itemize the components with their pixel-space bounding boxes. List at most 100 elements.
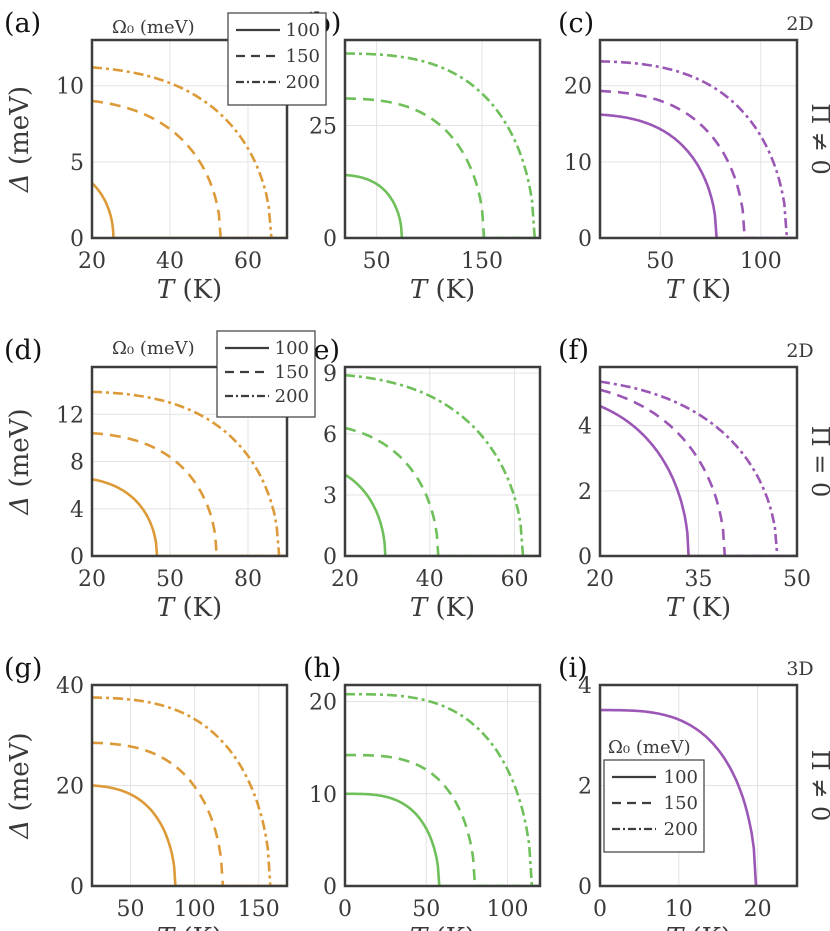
- y-axis-label: Δ (meV): [5, 408, 35, 515]
- x-axis-label: T (K): [410, 923, 475, 931]
- legend-label-200: 200: [275, 386, 309, 407]
- panel-d: 20 50 80 0 4 8 12 T (K) Δ (meV) (d): [4, 335, 289, 623]
- x-tick-label: 150: [461, 249, 503, 274]
- series-line-100: [345, 173, 540, 238]
- series-line-150: [345, 753, 540, 886]
- series-line-100: [600, 113, 797, 238]
- legend-label-100: 100: [286, 20, 320, 41]
- axes-frame: [598, 365, 799, 558]
- legend-box: [603, 759, 705, 853]
- series-line-200: [600, 380, 797, 556]
- x-tick-label: 100: [740, 249, 782, 274]
- series-line-150: [600, 388, 797, 556]
- panel-label: (c): [558, 8, 594, 39]
- legend-a: Ω₀ (meV) 100 150 200: [112, 12, 327, 106]
- y-tick-label: 0: [578, 545, 592, 570]
- row-label: 2D: [786, 340, 813, 362]
- series-line-100: [92, 784, 287, 886]
- legend-i: Ω₀ (meV) 100 150 200: [603, 737, 705, 853]
- row-label: 3D: [786, 658, 813, 680]
- right-label: Π = 0: [806, 426, 830, 498]
- panel-label: (i): [558, 653, 588, 684]
- axes-frame: [343, 38, 542, 240]
- x-axis-label: T (K): [410, 275, 475, 305]
- y-tick-label: 0: [70, 227, 84, 252]
- right-label: Π ≠ 0: [806, 103, 830, 175]
- legend-label-100: 100: [664, 767, 698, 788]
- panel-label: (h): [303, 653, 341, 684]
- x-tick-label: 100: [174, 897, 216, 922]
- y-tick-label: 0: [70, 545, 84, 570]
- y-tick-label: 0: [578, 875, 592, 900]
- y-tick-label: 20: [56, 775, 84, 800]
- y-tick-label: 20: [564, 75, 592, 100]
- series-line-100: [92, 477, 287, 556]
- legend-label-150: 150: [664, 793, 698, 814]
- x-tick-label: 60: [234, 249, 262, 274]
- panel-label: (a): [4, 8, 41, 39]
- x-axis-label: T (K): [157, 923, 222, 931]
- series-line-150: [600, 89, 797, 238]
- x-tick-label: 20: [331, 567, 359, 592]
- x-tick-label: 50: [116, 897, 144, 922]
- x-tick-label: 50: [412, 897, 440, 922]
- panel-f: 20 35 50 0 2 4 T (K) (f): [558, 335, 811, 623]
- x-tick-label: 20: [744, 897, 772, 922]
- x-tick-label: 10: [665, 897, 693, 922]
- y-tick-label: 20: [309, 691, 337, 716]
- x-tick-label: 50: [363, 249, 391, 274]
- panel-g: 50 100 150 0 20 40 T (K) Δ (meV) (g): [4, 653, 289, 931]
- y-tick-label: 5: [70, 151, 84, 176]
- legend-label-200: 200: [286, 72, 320, 93]
- y-tick-label: 4: [578, 674, 592, 699]
- y-tick-label: 9: [323, 362, 337, 387]
- panel-label: (d): [4, 335, 42, 366]
- legend-box: [227, 12, 327, 106]
- x-tick-label: 0: [593, 897, 607, 922]
- y-tick-label: 2: [578, 480, 592, 505]
- x-tick-label: 50: [646, 249, 674, 274]
- x-tick-label: 20: [586, 567, 614, 592]
- axes-frame: [598, 683, 799, 888]
- series-line-150: [92, 431, 287, 556]
- panel-label: (g): [4, 653, 42, 684]
- legend-title: Ω₀ (meV): [112, 338, 195, 359]
- x-axis-label: T (K): [157, 275, 222, 305]
- y-tick-label: 25: [309, 115, 337, 140]
- y-tick-label: 0: [70, 875, 84, 900]
- panel-h: 0 50 100 0 10 20 T (K) (h): [303, 653, 542, 931]
- series-line-200: [92, 66, 287, 238]
- x-tick-label: 100: [487, 897, 529, 922]
- y-tick-label: 0: [578, 227, 592, 252]
- series-line-100: [600, 404, 797, 556]
- series-line-150: [92, 741, 287, 886]
- x-tick-label: 60: [501, 567, 529, 592]
- legend-title: Ω₀ (meV): [608, 737, 691, 758]
- row-label: 2D: [786, 13, 813, 35]
- y-tick-label: 12: [56, 403, 84, 428]
- y-tick-label: 4: [70, 498, 84, 523]
- x-axis-label: T (K): [666, 275, 731, 305]
- legend-label-150: 150: [286, 46, 320, 67]
- y-tick-label: 0: [323, 227, 337, 252]
- y-tick-label: 8: [70, 451, 84, 476]
- y-tick-label: 10: [309, 783, 337, 808]
- series-line-100: [345, 792, 540, 886]
- legend-label-100: 100: [275, 338, 309, 359]
- x-axis-label: T (K): [666, 593, 731, 623]
- series-line-200: [92, 696, 287, 886]
- y-tick-label: 0: [323, 545, 337, 570]
- series-line-100: [92, 182, 287, 238]
- panel-i: 01020024T (K)(i): [558, 653, 799, 931]
- x-tick-label: 0: [338, 897, 352, 922]
- x-tick-label: 80: [234, 567, 262, 592]
- series-line-200: [345, 52, 540, 238]
- x-tick-label: 150: [238, 897, 280, 922]
- axes-frame: [90, 365, 289, 558]
- axes-frame: [90, 38, 289, 240]
- y-tick-label: 4: [578, 415, 592, 440]
- x-axis-label: T (K): [157, 593, 222, 623]
- x-tick-label: 20: [78, 567, 106, 592]
